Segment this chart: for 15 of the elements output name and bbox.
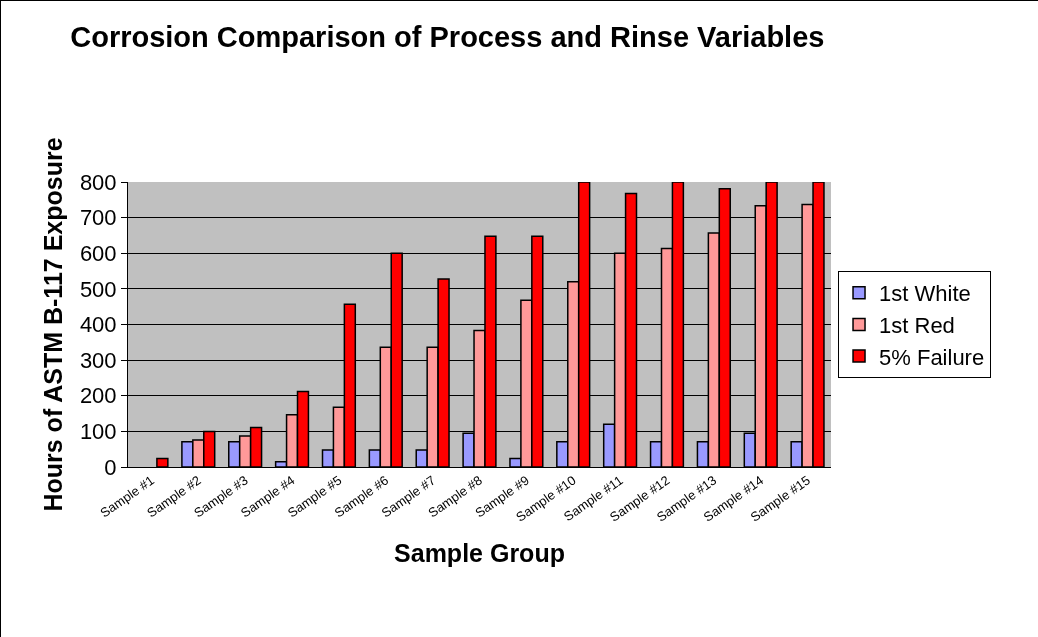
y-tick-label: 100 xyxy=(79,419,117,445)
y-tick-label: 0 xyxy=(104,454,117,480)
y-tick-label: 200 xyxy=(79,383,117,409)
y-axis-title: Hours of ASTM B-117 Exposure xyxy=(38,137,67,512)
y-tick-label: 700 xyxy=(79,205,117,231)
legend-label: 5% Failure xyxy=(879,344,985,370)
x-axis-title: Sample Group xyxy=(394,538,565,567)
chart-title: Corrosion Comparison of Process and Rinse Variables xyxy=(70,20,825,53)
legend-label: 1st Red xyxy=(879,312,955,338)
y-tick-label: 800 xyxy=(79,169,117,195)
y-tick-label: 300 xyxy=(79,347,117,373)
y-tick-label: 600 xyxy=(79,240,117,266)
y-tick-label: 500 xyxy=(79,276,117,302)
legend-label: 1st White xyxy=(879,281,971,307)
y-tick-label: 400 xyxy=(79,312,117,338)
